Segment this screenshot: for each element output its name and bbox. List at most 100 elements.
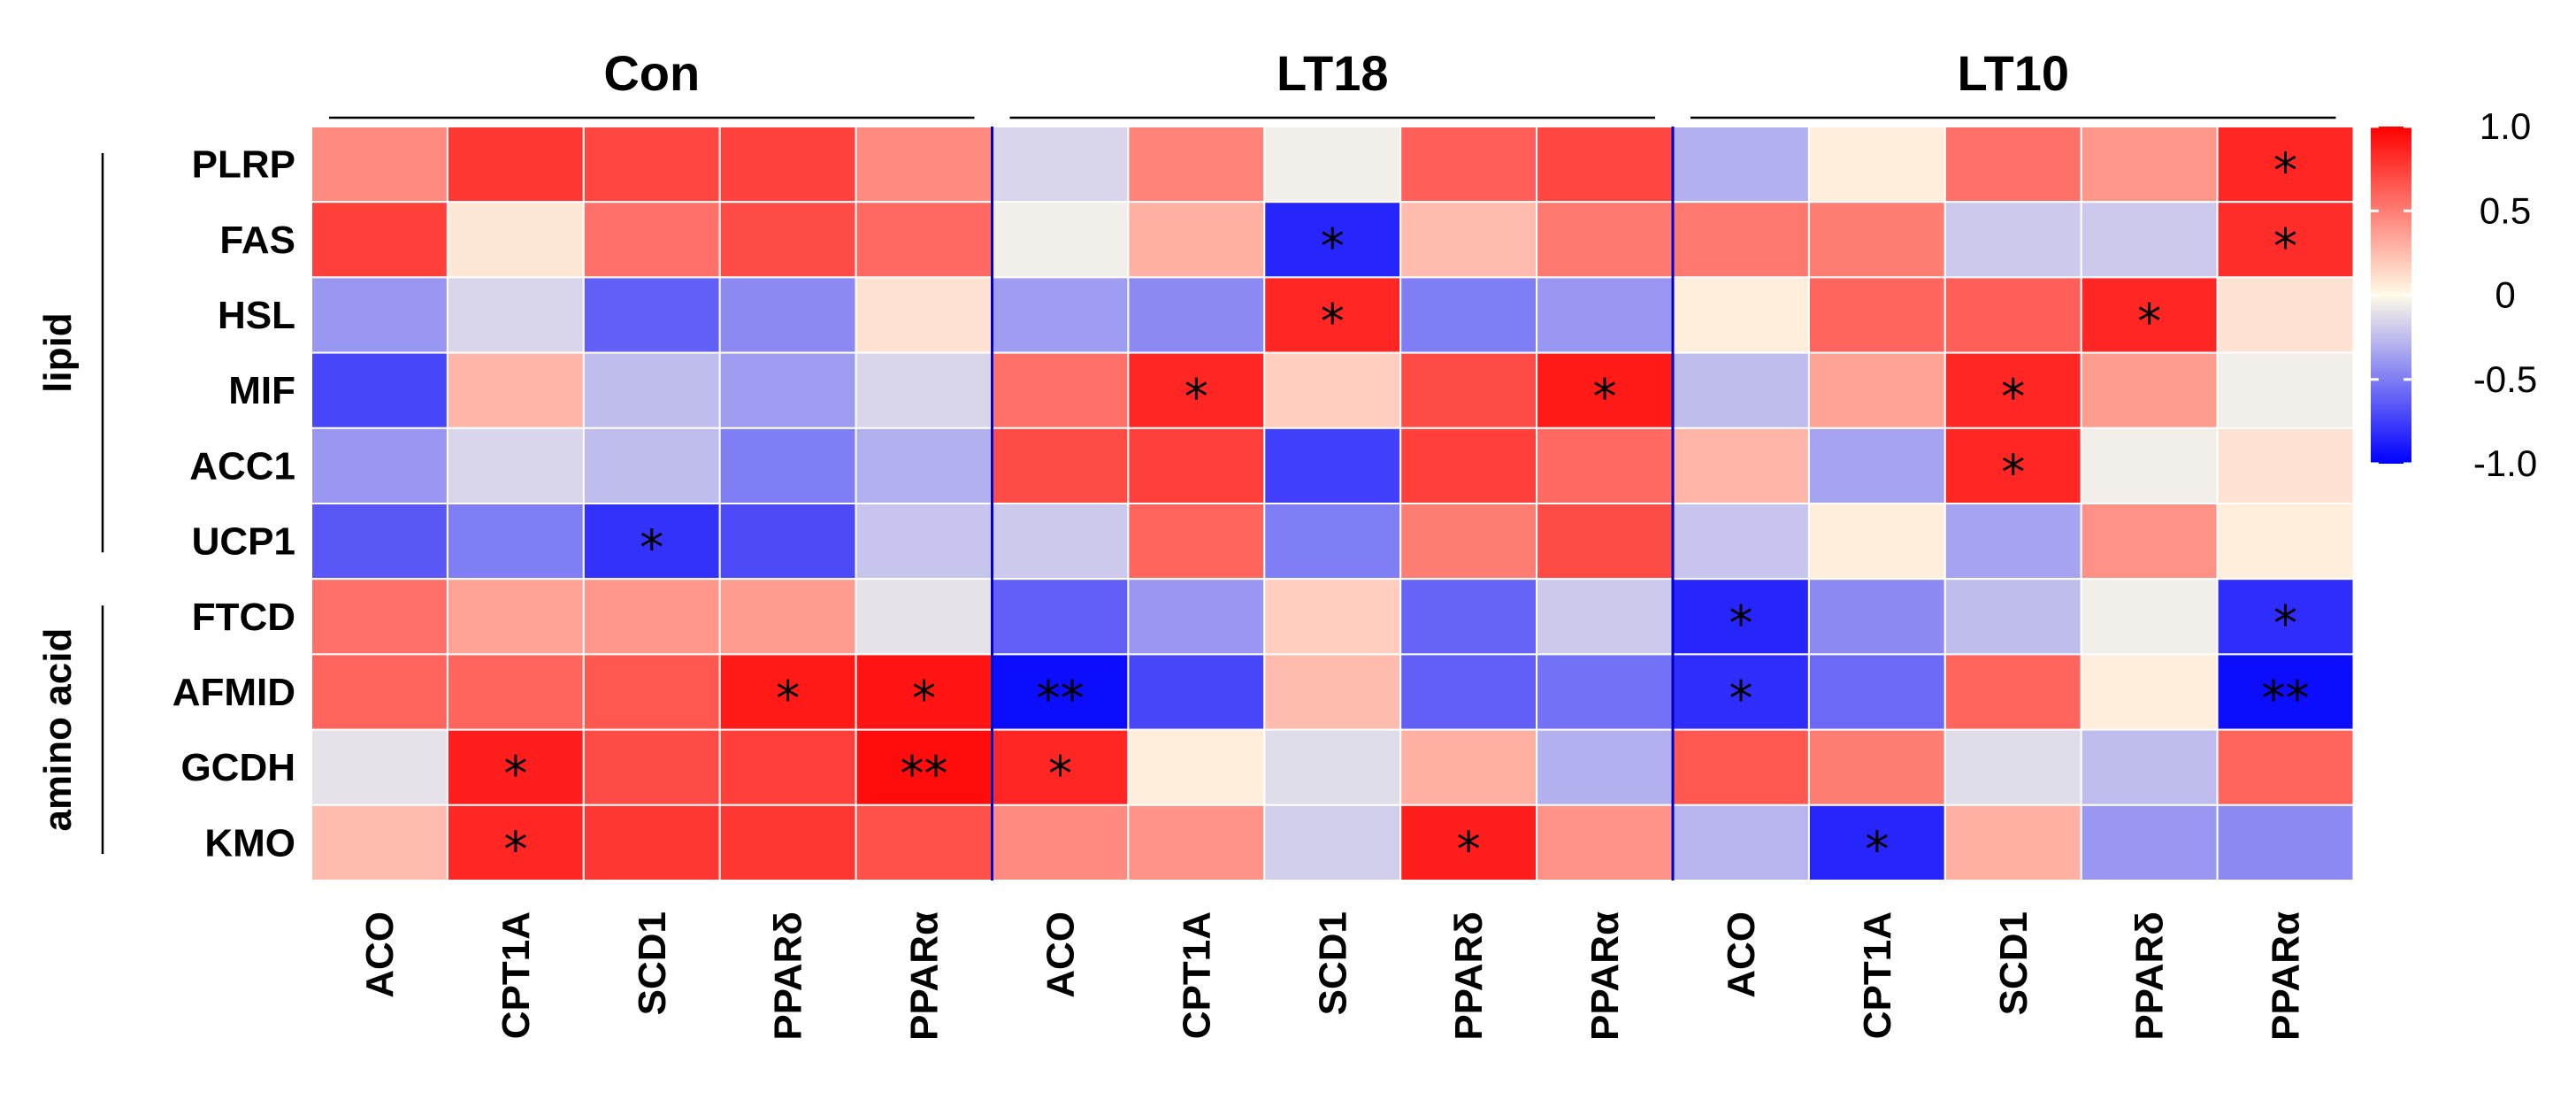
legend-tick-label: -1.0	[2473, 442, 2537, 484]
cell-acc1-4	[855, 427, 993, 504]
cell-gcdh-6	[1127, 728, 1266, 806]
cell-gcdh-2	[582, 728, 721, 806]
cell-mif-0	[310, 351, 448, 429]
cell-ucp1-5	[991, 503, 1130, 581]
significance-star: *	[2273, 596, 2297, 651]
cell-ucp1-7	[1263, 503, 1402, 581]
cell-fas-3	[718, 201, 857, 279]
cell-afmid-13	[2080, 653, 2219, 731]
cell-kmo-10	[1672, 804, 1810, 881]
cell-afmid-10	[1672, 653, 1810, 731]
row-label-plrp: PLRP	[192, 143, 295, 187]
cell-mif-14	[2216, 351, 2355, 429]
column-label: CPT1A	[494, 911, 538, 1039]
cell-ftcd-3	[718, 578, 857, 656]
group-headers: Con LT18 LT10	[329, 45, 2336, 119]
cell-afmid-1	[446, 653, 585, 731]
cell-gcdh-14	[2216, 728, 2355, 806]
cell-mif-9	[1536, 351, 1674, 429]
cell-ucp1-1	[446, 503, 585, 581]
cell-ftcd-1	[446, 578, 585, 656]
row-label-ucp1: UCP1	[192, 520, 295, 564]
significance-star: *	[2001, 444, 2025, 500]
cell-kmo-14	[2216, 804, 2355, 881]
cell-ucp1-8	[1399, 503, 1538, 581]
cell-mif-5	[991, 351, 1130, 429]
cell-plrp-10	[1672, 126, 1810, 204]
cell-afmid-8	[1399, 653, 1538, 731]
significance-star: *	[1048, 746, 1072, 802]
cell-mif-10	[1672, 351, 1810, 429]
cell-gcdh-9	[1536, 728, 1674, 806]
cell-kmo-11	[1807, 804, 1946, 881]
group-header-lt18: LT18	[1276, 45, 1389, 101]
cell-plrp-5	[991, 126, 1130, 204]
significance-star: *	[640, 520, 663, 576]
cell-kmo-5	[991, 804, 1130, 881]
significance-star: *	[1729, 671, 1752, 727]
row-group-label-lipid: lipid	[36, 312, 80, 392]
row-label-gcdh: GCDH	[180, 746, 295, 789]
column-label: PPARδ	[767, 911, 810, 1041]
row-labels: PLRP FAS HSL MIF ACC1 UCP1 FTCD AFMID GCDH KMO	[172, 143, 295, 865]
cell-plrp-9	[1536, 126, 1674, 204]
cell-acc1-12	[1944, 427, 2082, 504]
cell-acc1-11	[1807, 427, 1946, 504]
cell-mif-2	[582, 351, 721, 429]
cell-mif-13	[2080, 351, 2219, 429]
cell-ucp1-6	[1127, 503, 1266, 581]
heatmap-cells	[310, 126, 2355, 881]
row-label-ftcd: FTCD	[192, 596, 295, 639]
significance-star: *	[2001, 369, 2025, 425]
cell-ucp1-10	[1672, 503, 1810, 581]
cell-ftcd-14	[2216, 578, 2355, 656]
significance-star: **	[1036, 671, 1084, 727]
cell-plrp-7	[1263, 126, 1402, 204]
significance-star: *	[1865, 821, 1889, 877]
cell-kmo-13	[2080, 804, 2219, 881]
significance-star: *	[1457, 821, 1481, 877]
cell-hsl-6	[1127, 276, 1266, 354]
cell-afmid-4	[855, 653, 993, 731]
cell-fas-11	[1807, 201, 1946, 279]
column-label: PPARδ	[2128, 911, 2172, 1041]
cell-acc1-13	[2080, 427, 2219, 504]
row-label-mif: MIF	[228, 369, 295, 412]
significance-star: *	[2273, 219, 2297, 274]
cell-ucp1-0	[310, 503, 448, 581]
cell-gcdh-7	[1263, 728, 1402, 806]
cell-afmid-6	[1127, 653, 1266, 731]
cell-hsl-1	[446, 276, 585, 354]
cell-fas-10	[1672, 201, 1810, 279]
significance-star: *	[2273, 143, 2297, 199]
column-label: ACO	[1039, 911, 1082, 998]
cell-fas-1	[446, 201, 585, 279]
cell-hsl-2	[582, 276, 721, 354]
legend-tick-label: 0.5	[2480, 189, 2531, 231]
significance-star: *	[776, 671, 800, 727]
significance-star: *	[912, 671, 936, 727]
cell-acc1-5	[991, 427, 1130, 504]
cell-ucp1-13	[2080, 503, 2219, 581]
cell-ftcd-9	[1536, 578, 1674, 656]
column-label: PPARδ	[1447, 911, 1491, 1041]
cell-mif-7	[1263, 351, 1402, 429]
cell-mif-4	[855, 351, 993, 429]
column-label: SCD1	[631, 911, 674, 1015]
significance-star: *	[1321, 219, 1345, 274]
cell-kmo-1	[446, 804, 585, 881]
cell-acc1-0	[310, 427, 448, 504]
column-labels: ACO CPT1A SCD1 PPARδ PPARα ACO CPT1A SCD1 PPARδ P…	[358, 911, 2308, 1041]
row-group-labels: lipid amino acid	[36, 153, 104, 854]
row-label-fas: FAS	[219, 219, 295, 262]
column-label: CPT1A	[1856, 911, 1899, 1039]
cell-gcdh-1	[446, 728, 585, 806]
cell-acc1-8	[1399, 427, 1538, 504]
cell-hsl-5	[991, 276, 1130, 354]
cell-fas-9	[1536, 201, 1674, 279]
cell-mif-8	[1399, 351, 1538, 429]
row-label-kmo: KMO	[204, 821, 295, 865]
cell-kmo-7	[1263, 804, 1402, 881]
cell-plrp-0	[310, 126, 448, 204]
cell-afmid-11	[1807, 653, 1946, 731]
